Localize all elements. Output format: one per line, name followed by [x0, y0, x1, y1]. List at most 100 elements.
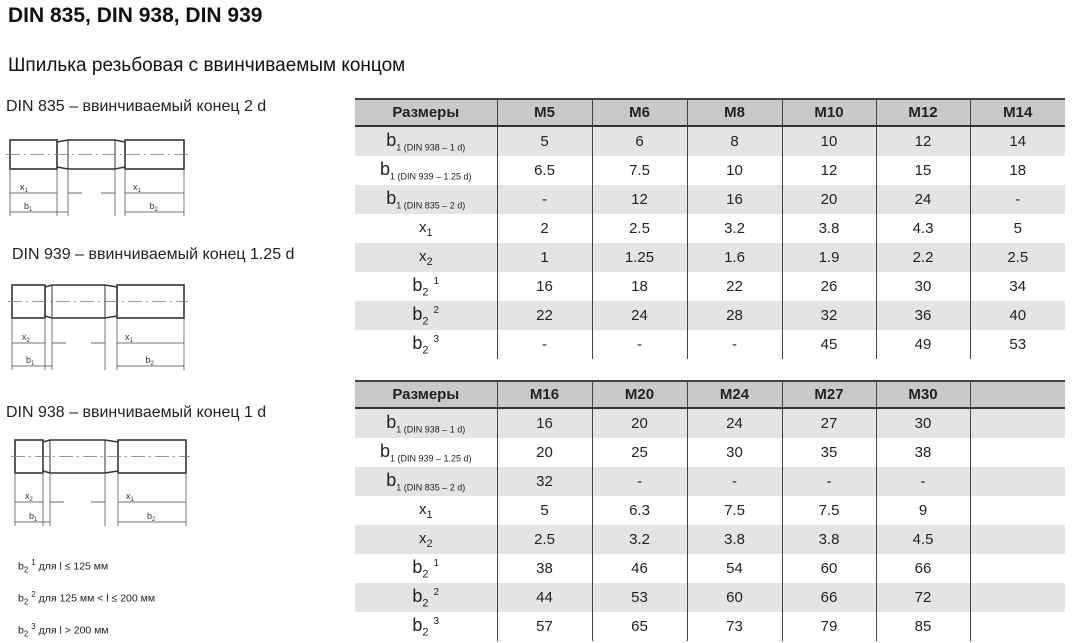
header-thread-size: M6 [591, 98, 687, 127]
table-cell: 1.25 [591, 243, 687, 272]
table-cell: 3.8 [781, 214, 876, 243]
header-thread-size [969, 380, 1065, 409]
table-cell: 16 [496, 408, 592, 438]
header-thread-size: M12 [875, 98, 970, 127]
table-cell [969, 438, 1065, 467]
header-size-label: Размеры [355, 380, 497, 409]
table-row: b1 (DIN 939 – 1.25 d) 6.5 7.5 10 12 15 18 [355, 156, 1065, 185]
row-label: b2 1 [355, 272, 497, 301]
header-thread-size: M16 [496, 380, 592, 409]
dimension-label-b2: b2 [146, 355, 155, 367]
table-cell: 60 [686, 583, 782, 612]
dimension-label-right-x: x1 [125, 332, 134, 344]
header-thread-size: M5 [496, 98, 592, 127]
row-label: b2 1 [355, 554, 497, 583]
row-label: b2 3 [355, 330, 497, 359]
diagram-label-din938: DIN 938 – ввинчиваемый конец 1 d [6, 404, 267, 421]
table-cell [969, 583, 1065, 612]
page-subtitle: Шпилька резьбовая с ввинчиваемым концом [8, 55, 406, 76]
table-cell: 2.5 [969, 243, 1065, 272]
table-cell: 6.3 [591, 496, 687, 525]
row-label: x2 [355, 525, 497, 554]
table-cell: - [591, 467, 687, 496]
table-cell: 20 [496, 438, 592, 467]
table-row: b2 1 38 46 54 60 66 [355, 554, 1065, 583]
row-label: b1 (DIN 939 – 1.25 d) [355, 156, 497, 185]
shank [42, 439, 119, 474]
table-cell: 12 [591, 185, 687, 214]
table-cell: 12 [781, 156, 876, 185]
table-cell: 2.5 [496, 525, 592, 554]
table-cell: 66 [875, 554, 970, 583]
header-thread-size: M27 [781, 380, 876, 409]
stud-drawing-din939: x2 x1 b1 b2 [8, 284, 188, 370]
dimension-label-b1: b1 [26, 355, 35, 367]
table-cell: - [875, 467, 970, 496]
table-cell: 18 [969, 156, 1065, 185]
table-cell: 3.2 [591, 525, 687, 554]
row-label: b2 2 [355, 301, 497, 330]
stud-drawing-din938: x2 x1 b1 b2 [11, 439, 190, 526]
shank [56, 139, 126, 170]
table-cell: 60 [781, 554, 876, 583]
footnote-2: b2 2 для 125 мм < l ≤ 200 мм [18, 590, 156, 607]
table-row: x1 2 2.5 3.2 3.8 4.3 5 [355, 214, 1065, 243]
row-label: b1 (DIN 939 – 1.25 d) [355, 438, 497, 467]
footnote-1: b2 1 для l ≤ 125 мм [18, 558, 109, 575]
dimension-label-right-x: x1 [133, 182, 142, 194]
table-cell: 15 [875, 156, 970, 185]
table-row: b1 (DIN 938 – 1 d) 16 20 24 27 30 [355, 408, 1065, 438]
row-label: x2 [355, 243, 497, 272]
table-cell: - [686, 330, 782, 359]
row-label: b2 3 [355, 612, 497, 641]
header-thread-size: M20 [591, 380, 687, 409]
table-cell: 46 [591, 554, 687, 583]
diagram-label-din835: DIN 835 – ввинчиваемый конец 2 d [6, 98, 267, 115]
table-cell [969, 408, 1065, 438]
table-cell: 12 [875, 126, 970, 156]
table-cell: 10 [781, 126, 876, 156]
table-cell: 34 [969, 272, 1065, 301]
table-cell: 8 [686, 126, 782, 156]
table-cell: 5 [496, 496, 592, 525]
footnote-3: b2 3 для l > 200 мм [18, 622, 109, 639]
dimension-label-left-x: x2 [22, 332, 31, 344]
table-cell: 2 [496, 214, 592, 243]
table-cell [969, 467, 1065, 496]
dimension-label-b2: b2 [150, 201, 159, 213]
dimension-label-right-x: x1 [126, 491, 135, 503]
table-cell: 27 [781, 408, 876, 438]
table-cell: 30 [875, 272, 970, 301]
header-thread-size: M10 [781, 98, 876, 127]
table-cell [969, 554, 1065, 583]
table-row: b2 1 16 18 22 26 30 34 [355, 272, 1065, 301]
table-row: b1 (DIN 835 – 2 d) -12 16 20 24- [355, 185, 1065, 214]
table-cell: 32 [781, 301, 876, 330]
table-cell: - [496, 330, 592, 359]
table-header-row: Размеры M5 M6 M8 M10 M12 M14 [355, 98, 1065, 127]
table-cell: 30 [686, 438, 782, 467]
table-cell: 32 [496, 467, 592, 496]
row-label: b1 (DIN 938 – 1 d) [355, 126, 497, 156]
row-label: b2 2 [355, 583, 497, 612]
table-cell: 38 [875, 438, 970, 467]
dimensions-table-m5-m14: Размеры M5 M6 M8 M10 M12 M14 b1 (DIN 938 – 1 d)… [355, 98, 1065, 359]
dimension-label-left-x: x2 [25, 491, 34, 503]
table-cell: 66 [781, 583, 876, 612]
table-cell: 22 [686, 272, 782, 301]
table-cell: 22 [496, 301, 592, 330]
table-cell: 2.2 [875, 243, 970, 272]
table-cell: 1.9 [781, 243, 876, 272]
stud-drawing-din835: x1 x1 b1 b2 [6, 139, 188, 216]
table-cell: 53 [591, 583, 687, 612]
table-cell: 16 [496, 272, 592, 301]
table-row: b1 (DIN 938 – 1 d) 5 6 8 10 12 14 [355, 126, 1065, 156]
thread-right [116, 284, 185, 319]
table-cell: 30 [875, 408, 970, 438]
table-cell: 24 [875, 185, 970, 214]
table-cell: 24 [591, 301, 687, 330]
table-row: x1 5 6.3 7.5 7.5 9 [355, 496, 1065, 525]
table-cell: 24 [686, 408, 782, 438]
table-cell [969, 496, 1065, 525]
row-label: x1 [355, 214, 497, 243]
